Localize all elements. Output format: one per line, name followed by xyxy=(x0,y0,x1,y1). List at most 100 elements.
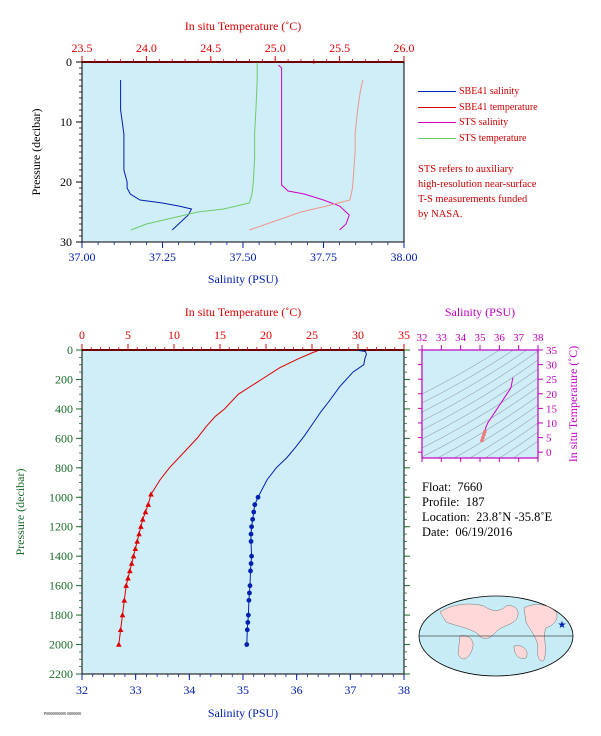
top-salinity-axis-title: Salinity (PSU) xyxy=(208,272,278,286)
ts-sal-tick-label: 37 xyxy=(513,332,525,344)
ts-sal-tick-label: 36 xyxy=(494,332,506,344)
top-sal-tick-label: 37.00 xyxy=(69,250,96,264)
main-salinity-marker xyxy=(249,524,254,530)
ts-series-group xyxy=(480,377,514,443)
main-salinity-marker xyxy=(244,642,250,647)
main-salinity-marker xyxy=(248,531,254,537)
main-temperature-marker xyxy=(145,501,152,507)
main-p-tick-label: 800 xyxy=(55,461,73,475)
main-temperature-marker xyxy=(130,553,137,559)
ts-density-contour xyxy=(469,413,538,458)
main-salinity-marker xyxy=(255,494,261,500)
ts-density-contour xyxy=(422,368,538,440)
main-temp-tick-label: 20 xyxy=(260,328,272,342)
ts-density-contour xyxy=(422,350,501,395)
ts-sal-tick-label: 32 xyxy=(417,332,428,344)
date-row: Date: 06/19/2016 xyxy=(422,525,552,540)
main-salinity-marker xyxy=(244,627,250,633)
ts-density-contour xyxy=(484,422,538,458)
ts-temp-tick-label: 20 xyxy=(546,389,558,401)
ts-density-contour xyxy=(422,377,538,449)
main-sal-tick-label: 32 xyxy=(76,683,88,697)
main-p-tick-label: 2200 xyxy=(49,667,73,681)
top-panel: 23.5 24.0 24.5 25.0 25.5 26.0 37.00 37.25 37.50 3… xyxy=(29,19,418,286)
legend-label: STS salinity xyxy=(459,117,509,128)
location-label: Location: xyxy=(422,510,470,524)
ts-density-contour xyxy=(422,359,538,431)
note-line: by NASA. xyxy=(418,209,463,220)
ts-axes: 32 33 34 35 36 37 38 0 5 10 15 20 25 30 35 xyxy=(417,332,558,462)
note-line: T-S measurements funded xyxy=(418,194,528,205)
legend-label: SBE41 salinity xyxy=(459,86,520,97)
ts-sal-tick-label: 34 xyxy=(455,332,467,344)
main-temperature-marker xyxy=(132,545,139,552)
top-axes: 23.5 24.0 24.5 25.0 25.5 26.0 37.00 37.25 37.50 3… xyxy=(60,41,418,264)
map-continent-africa xyxy=(457,635,474,660)
main-p-tick-label: 200 xyxy=(55,372,73,386)
ts-density-contour xyxy=(422,350,528,413)
main-salinity-marker xyxy=(245,620,251,625)
main-salinity-marker xyxy=(248,539,254,544)
legend-swatch xyxy=(418,91,456,93)
main-temperature-marker xyxy=(142,509,149,515)
main-temp-tick-label: 15 xyxy=(214,328,226,342)
float-label: Float: xyxy=(422,480,452,494)
main-temp-tick-label: 30 xyxy=(352,328,364,342)
date-label: Date: xyxy=(422,525,450,539)
profile-row: Profile: 187 xyxy=(422,495,552,510)
main-p-tick-label: 2000 xyxy=(49,638,73,652)
ts-salinity-axis-title: Salinity (PSU) xyxy=(445,305,515,319)
main-temperature-marker xyxy=(121,597,128,603)
ts-plot-area xyxy=(422,350,538,458)
main-sal-tick-label: 33 xyxy=(130,683,142,697)
main-temp-axis-title: In situ Temperature (˚C) xyxy=(185,305,302,319)
legend-item: STS temperature xyxy=(418,131,538,147)
main-temperature-marker xyxy=(148,491,154,497)
ts-deep-point xyxy=(482,432,486,437)
main-axes: 0 5 10 15 20 25 30 35 32 33 34 35 36 37 38 0 200 400 600 80… xyxy=(49,328,410,697)
ts-deep-point xyxy=(480,438,484,443)
main-sal-tick-label: 35 xyxy=(237,683,249,697)
ts-density-contour xyxy=(422,386,538,458)
legend-item: SBE41 temperature xyxy=(418,100,538,116)
ts-panel: 32 33 34 35 36 37 38 0 5 10 15 20 25 30 35 Salinity (P… xyxy=(417,305,581,463)
main-temperature-marker xyxy=(119,612,126,618)
main-temperature-marker xyxy=(117,626,124,633)
main-salinity-marker xyxy=(247,590,252,596)
ts-temp-tick-label: 25 xyxy=(546,374,558,386)
main-p-tick-label: 0 xyxy=(67,343,73,357)
main-temperature-marker xyxy=(116,641,122,647)
map-continent-asia xyxy=(439,603,519,639)
ts-density-contours xyxy=(422,350,538,458)
ts-sal-tick-label: 38 xyxy=(533,332,545,344)
top-sal-tick-label: 37.75 xyxy=(310,250,337,264)
ts-density-contour xyxy=(422,350,538,422)
main-salinity-marker xyxy=(250,516,256,522)
main-temperature-marker xyxy=(136,531,142,537)
top-temp-tick-label: 25.0 xyxy=(265,41,286,55)
main-temperature-marker xyxy=(123,582,129,588)
legend-item: STS salinity xyxy=(418,115,538,131)
main-p-tick-label: 400 xyxy=(55,402,73,416)
main-temperature-marker xyxy=(128,560,135,566)
main-p-tick-label: 600 xyxy=(55,431,73,445)
ts-temp-tick-label: 15 xyxy=(546,403,558,415)
ts-temp-tick-label: 5 xyxy=(546,433,552,445)
map-continent-americas xyxy=(523,604,558,662)
ts-sal-tick-label: 33 xyxy=(436,332,448,344)
ts-density-contour xyxy=(422,350,514,404)
main-salinity-marker xyxy=(246,597,252,603)
ts-temp-axis-title: In situ Temperature (˚C) xyxy=(566,346,580,463)
main-sal-tick-label: 37 xyxy=(344,683,356,697)
main-temperature-marker xyxy=(127,567,133,574)
legend-label: SBE41 temperature xyxy=(459,101,538,113)
top-temp-tick-label: 26.0 xyxy=(394,41,415,55)
main-salinity-marker xyxy=(245,612,251,618)
ts-temp-tick-label: 10 xyxy=(546,418,558,430)
top-sal-tick-label: 37.25 xyxy=(149,250,176,264)
main-temp-tick-label: 35 xyxy=(398,328,410,342)
profile-label: Profile: xyxy=(422,495,460,509)
profile-value: 187 xyxy=(465,495,485,509)
legend-swatch xyxy=(418,106,456,108)
